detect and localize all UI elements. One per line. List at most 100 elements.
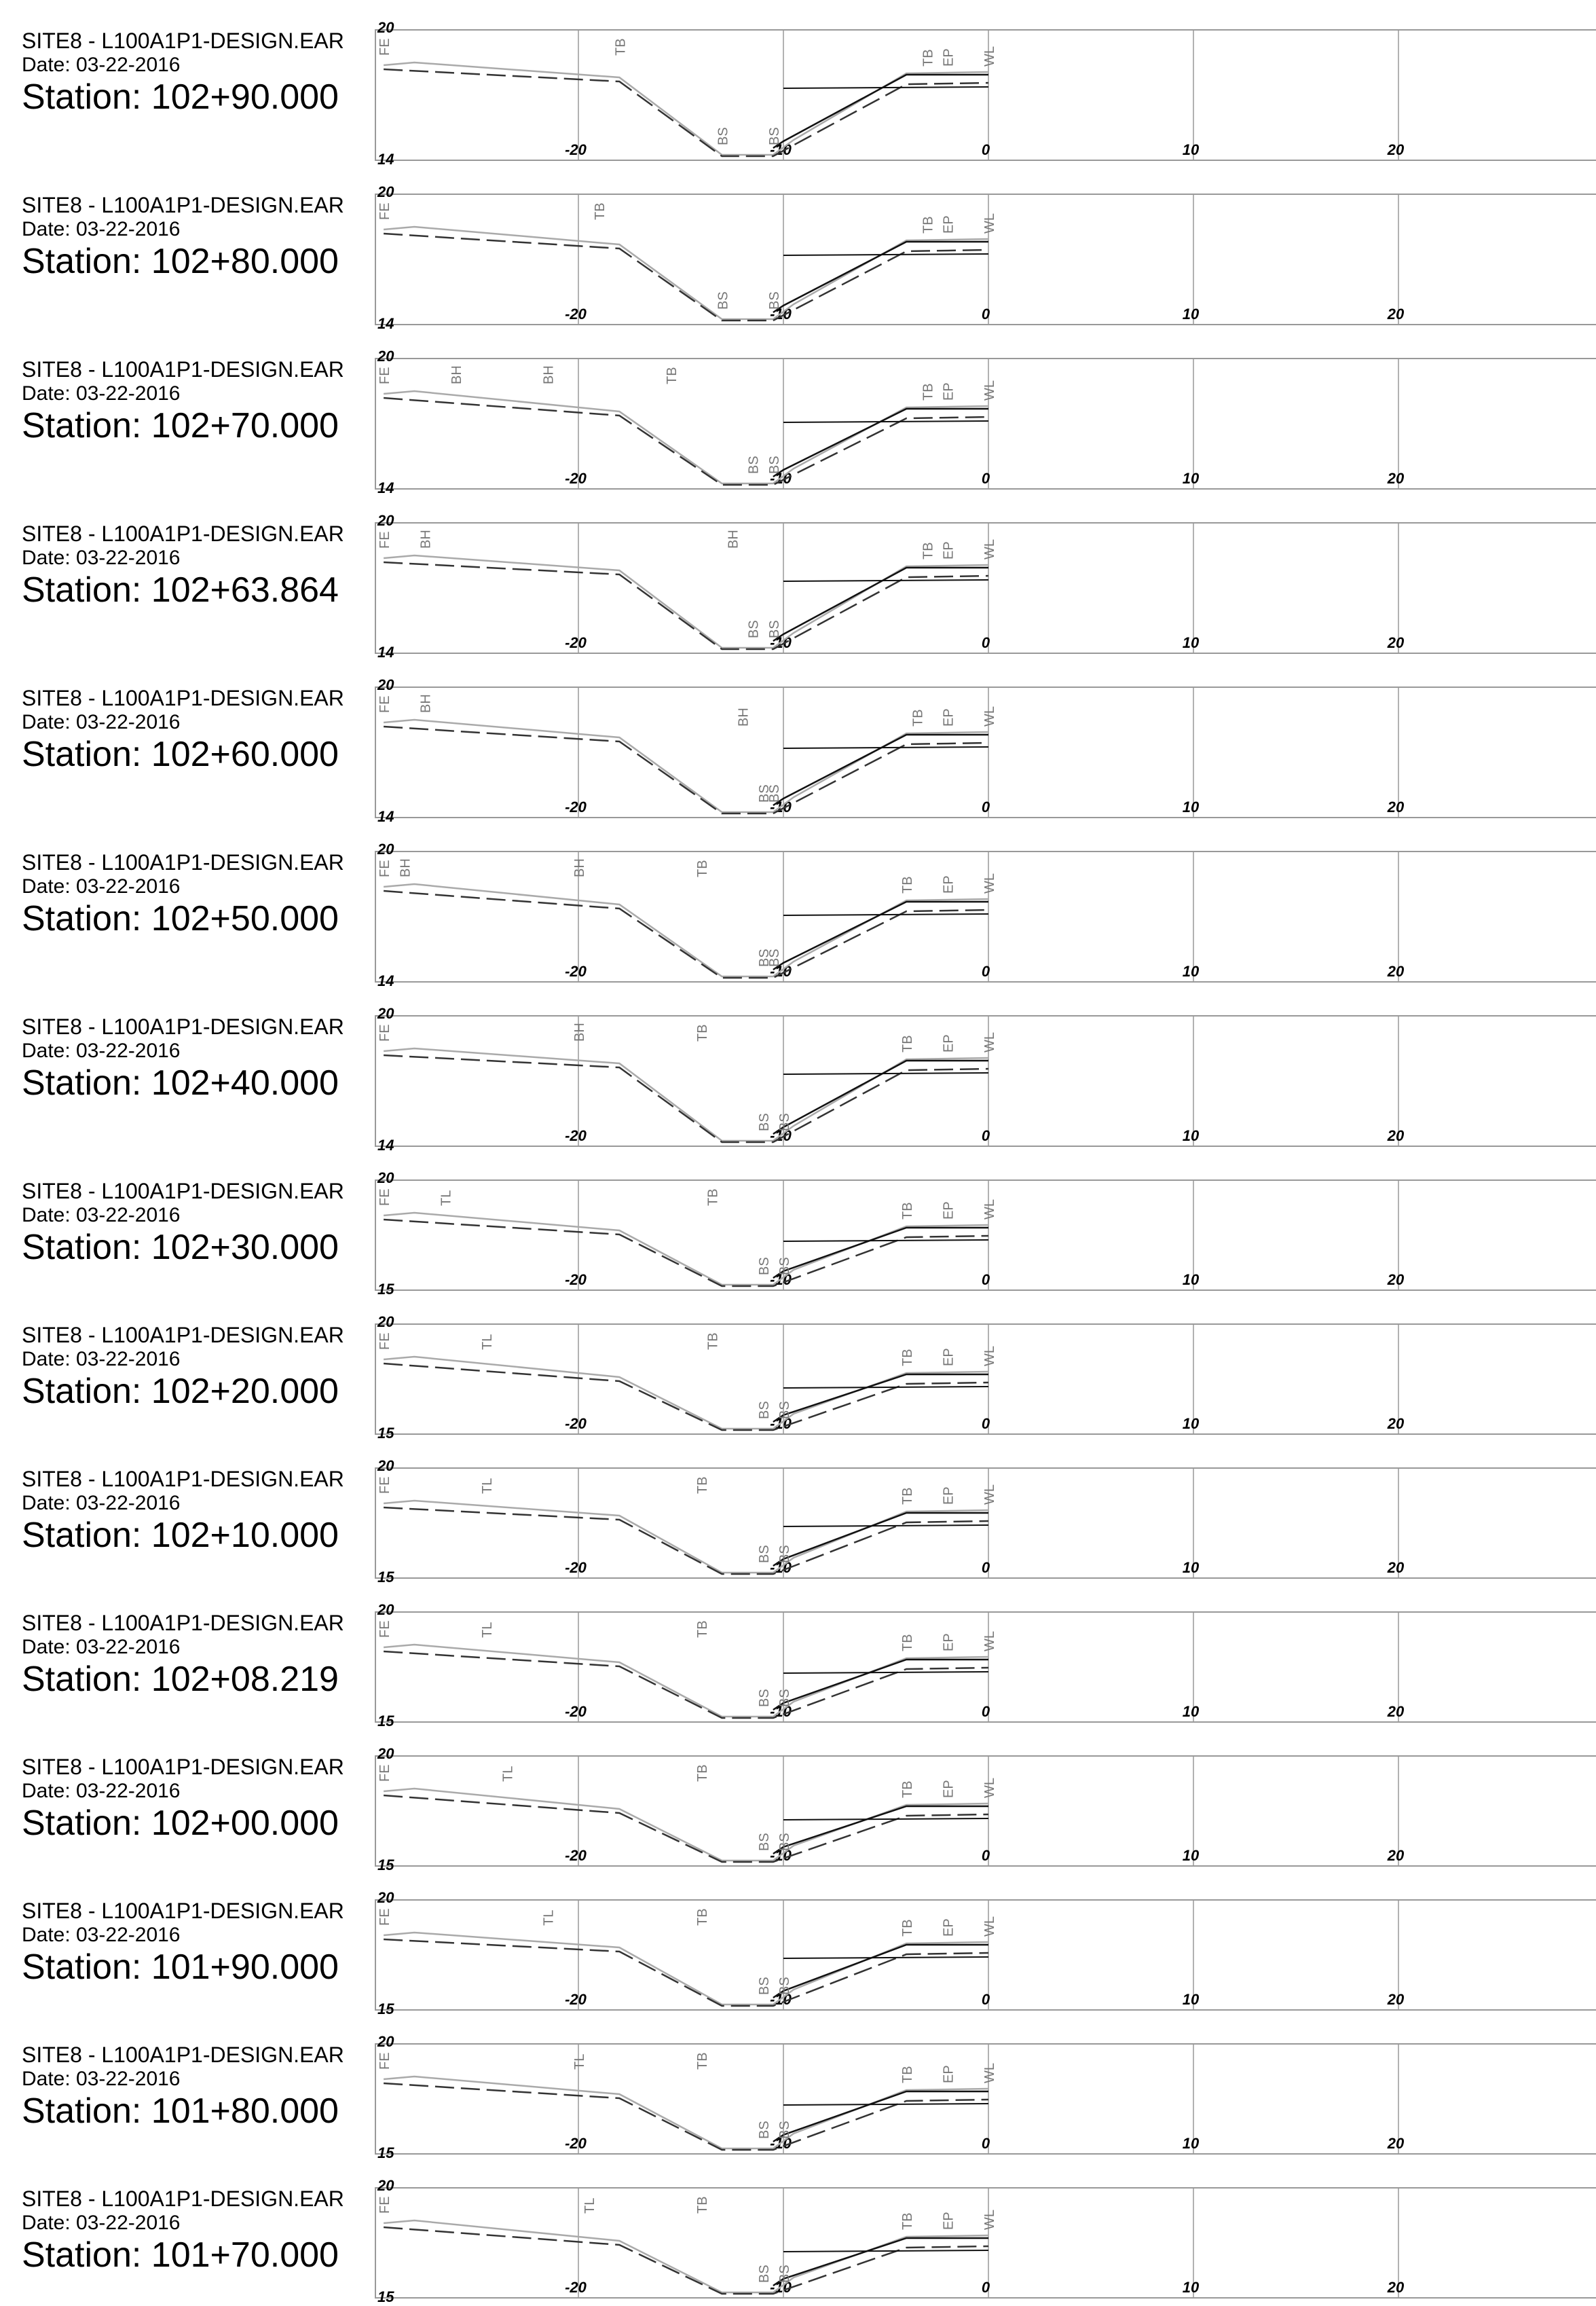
section-date: Date: 03-22-2016	[22, 218, 181, 240]
x-tick-label: -20	[565, 1847, 587, 1864]
x-tick-label: 20	[1387, 1127, 1405, 1144]
point-code-label: TL	[572, 2054, 587, 2070]
existing-ground-line	[383, 1355, 989, 1430]
y-min-label: 15	[377, 1425, 394, 1442]
point-code-label: TL	[439, 1190, 454, 1206]
x-tick-label: 0	[982, 306, 990, 323]
section-header: SITE8 - L100A1P1-DESIGN.EAR Date: 03-22-2…	[22, 521, 344, 610]
section-header: SITE8 - L100A1P1-DESIGN.EAR Date: 03-22-2…	[22, 1014, 344, 1103]
x-tick-label: 0	[982, 2279, 990, 2296]
section-file-name: SITE8 - L100A1P1-DESIGN.EAR	[22, 193, 344, 217]
x-tick-label: -20	[565, 1271, 587, 1288]
section-date: Date: 03-22-2016	[22, 711, 181, 733]
point-code-label: EP	[942, 2212, 957, 2230]
y-max-label: 20	[377, 1601, 394, 1618]
x-tick-label: 20	[1387, 1559, 1405, 1576]
point-code-label: TB	[921, 49, 935, 67]
point-code-label: BS	[777, 1257, 792, 1275]
point-code-label: BS	[767, 949, 782, 967]
bench-line	[783, 1072, 989, 1075]
point-code-label: TB	[900, 2212, 915, 2230]
y-max-label: 20	[377, 1457, 394, 1474]
point-code-label: BS	[757, 2121, 772, 2139]
bench-line	[783, 1386, 989, 1389]
point-code-label: TB	[695, 2052, 710, 2070]
finished-grade-line	[773, 566, 988, 642]
section-date: Date: 03-22-2016	[22, 2068, 181, 2090]
point-code-label: FE	[377, 2052, 392, 2070]
point-code-label: WL	[982, 213, 997, 234]
bench-line	[783, 1818, 989, 1820]
point-code-label: BS	[757, 1113, 772, 1131]
y-max-label: 20	[377, 676, 394, 693]
finished-grade-line	[773, 1512, 988, 1567]
x-tick-label: 20	[1387, 141, 1405, 158]
x-tick-label: 10	[1183, 306, 1200, 323]
cross-section: SITE8 - L100A1P1-DESIGN.EAR Date: 03-22-2…	[0, 2019, 1596, 2162]
section-header: SITE8 - L100A1P1-DESIGN.EAR Date: 03-22-2…	[22, 1467, 344, 1555]
cross-section: SITE8 - L100A1P1-DESIGN.EAR Date: 03-22-2…	[0, 170, 1596, 333]
section-header: SITE8 - L100A1P1-DESIGN.EAR Date: 03-22-2…	[22, 193, 344, 281]
section-station: Station: 101+90.000	[22, 1947, 339, 1987]
point-code-label: EP	[942, 382, 957, 401]
cross-section: SITE8 - L100A1P1-DESIGN.EAR Date: 03-22-2…	[0, 1875, 1596, 2018]
point-code-label: BS	[767, 784, 782, 803]
point-code-label: TB	[910, 709, 925, 727]
point-code-label: FE	[377, 1332, 392, 1350]
cross-section: SITE8 - L100A1P1-DESIGN.EAR Date: 03-22-2…	[0, 1732, 1596, 1874]
point-code-label: BS	[757, 1545, 772, 1563]
x-tick-label: 0	[982, 1271, 990, 1288]
point-code-label: EP	[942, 215, 957, 234]
design-surface-line	[384, 890, 989, 979]
section-date: Date: 03-22-2016	[22, 1040, 181, 1062]
point-code-label: FE	[377, 367, 392, 384]
x-tick-label: 0	[982, 1559, 990, 1576]
point-code-label: EP	[942, 1348, 957, 1366]
point-code-label: TB	[900, 2066, 915, 2083]
point-code-label: TB	[695, 1476, 710, 1494]
y-min-label: 14	[377, 808, 394, 825]
point-code-label: BS	[757, 1833, 772, 1851]
x-tick-label: 0	[982, 1991, 990, 2008]
point-code-label: BS	[777, 1113, 792, 1131]
design-surface-line	[384, 1362, 989, 1431]
x-tick-label: -20	[565, 2279, 587, 2296]
point-code-label: TB	[900, 1487, 915, 1505]
bench-line	[783, 2250, 989, 2252]
point-code-label: BS	[777, 1545, 792, 1563]
design-surface-line	[384, 561, 989, 651]
point-code-label: TB	[695, 2196, 710, 2214]
section-date: Date: 03-22-2016	[22, 1204, 181, 1226]
x-tick-label: 10	[1183, 1127, 1200, 1144]
y-max-label: 20	[377, 19, 394, 36]
x-tick-label: 20	[1387, 963, 1405, 980]
section-station: Station: 102+40.000	[22, 1063, 339, 1103]
point-code-label: EP	[942, 48, 957, 67]
cross-section: SITE8 - L100A1P1-DESIGN.EAR Date: 03-22-2…	[0, 5, 1596, 168]
y-min-label: 14	[377, 315, 394, 332]
point-code-label: BS	[757, 784, 772, 803]
point-code-label: BS	[767, 291, 782, 310]
section-file-name: SITE8 - L100A1P1-DESIGN.EAR	[22, 1179, 344, 1203]
section-file-name: SITE8 - L100A1P1-DESIGN.EAR	[22, 357, 344, 382]
finished-grade-line	[773, 1059, 988, 1135]
x-tick-label: -20	[565, 1991, 587, 2008]
section-file-name: SITE8 - L100A1P1-DESIGN.EAR	[22, 686, 344, 710]
finished-grade-line	[773, 73, 988, 149]
point-code-label: TB	[705, 1332, 720, 1350]
section-header: SITE8 - L100A1P1-DESIGN.EAR Date: 03-22-2…	[22, 357, 344, 445]
section-station: Station: 102+90.000	[22, 77, 339, 117]
x-tick-label: 20	[1387, 470, 1405, 487]
section-file-name: SITE8 - L100A1P1-DESIGN.EAR	[22, 1467, 344, 1491]
cross-section: SITE8 - L100A1P1-DESIGN.EAR Date: 03-22-2…	[0, 1444, 1596, 1586]
y-max-label: 20	[377, 348, 394, 365]
section-station: Station: 102+20.000	[22, 1372, 339, 1411]
section-file-name: SITE8 - L100A1P1-DESIGN.EAR	[22, 2186, 344, 2211]
point-code-label: TL	[480, 1622, 495, 1638]
point-code-label: TB	[900, 1035, 915, 1053]
cross-section: SITE8 - L100A1P1-DESIGN.EAR Date: 03-22-2…	[0, 334, 1596, 497]
